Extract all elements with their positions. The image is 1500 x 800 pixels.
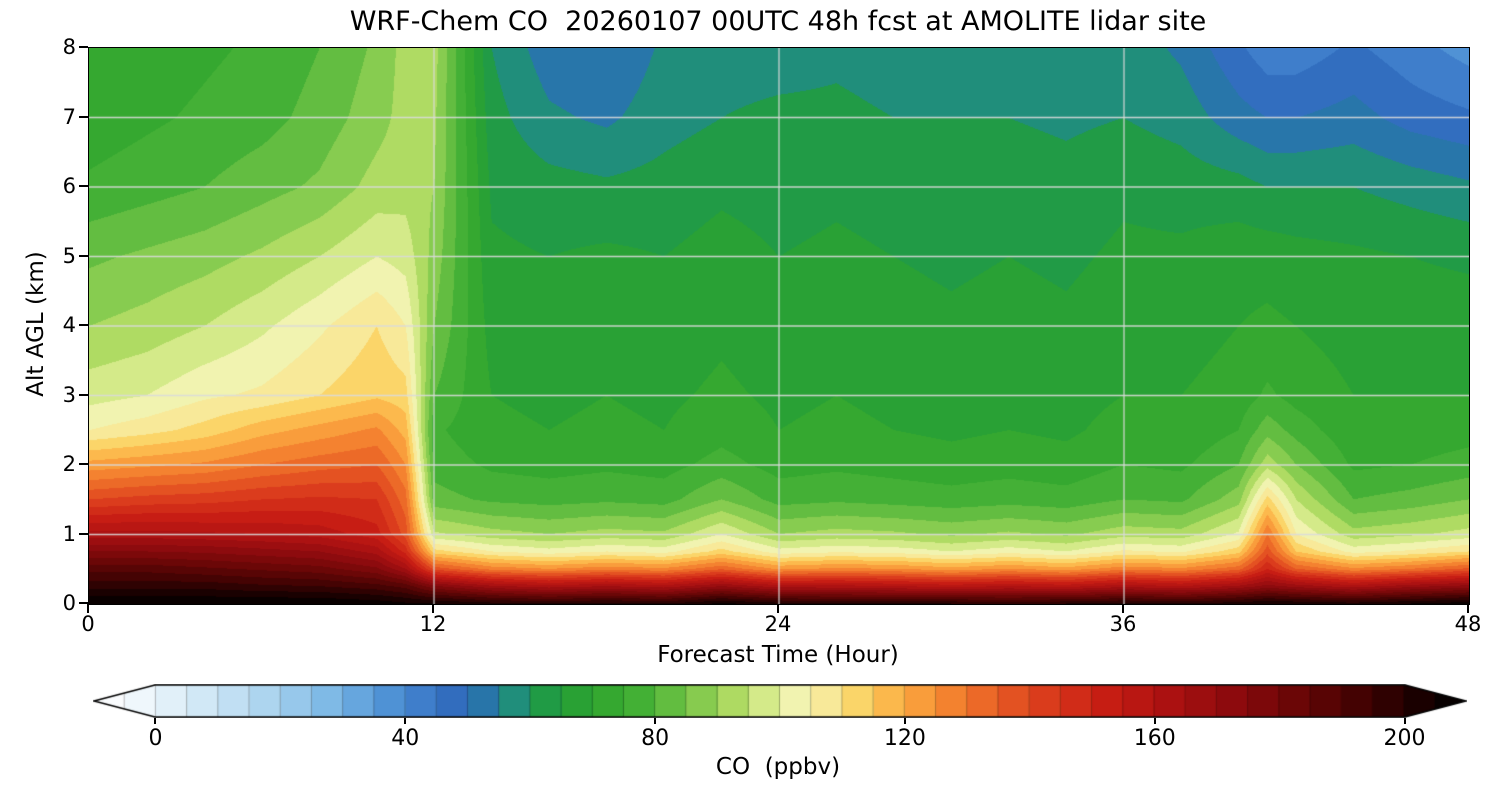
y-tick-mark [79, 602, 88, 604]
colorbar-tick-mark [1153, 718, 1156, 724]
y-tick-label: 6 [62, 174, 76, 198]
y-tick-mark [79, 185, 88, 187]
y-tick-label: 2 [62, 452, 76, 476]
colorbar-tick-label: 120 [883, 726, 926, 751]
x-tick-mark [777, 604, 779, 613]
colorbar-tick-mark [154, 718, 157, 724]
x-tick-label: 0 [81, 612, 95, 636]
y-tick-mark [79, 463, 88, 465]
colorbar-canvas [93, 684, 1467, 718]
x-tick-label: 48 [1454, 612, 1482, 636]
co-heatmap-canvas [88, 47, 1470, 605]
x-tick-label: 24 [764, 612, 792, 636]
y-axis-label: Alt AGL (km) [23, 251, 49, 397]
y-tick-mark [79, 46, 88, 48]
colorbar-tick-label: 200 [1383, 726, 1426, 751]
colorbar-label: CO (ppbv) [715, 754, 841, 780]
colorbar-tick-mark [654, 718, 657, 724]
y-tick-mark [79, 324, 88, 326]
y-tick-mark [79, 393, 88, 396]
y-tick-label: 1 [62, 521, 76, 546]
colorbar-tick-mark [1403, 718, 1406, 724]
y-tick-mark [79, 532, 88, 535]
x-tick-mark [87, 604, 89, 613]
y-tick-mark [79, 254, 88, 257]
x-tick-mark [432, 604, 434, 613]
x-tick-mark [1467, 604, 1469, 613]
x-axis-label: Forecast Time (Hour) [657, 642, 899, 668]
x-tick-label: 36 [1109, 612, 1137, 636]
y-tick-label: 7 [62, 104, 76, 129]
y-tick-mark [79, 115, 88, 118]
y-tick-label: 0 [62, 591, 76, 615]
colorbar-tick-label: 80 [641, 726, 670, 751]
y-tick-label: 8 [62, 35, 76, 59]
colorbar-tick-mark [404, 718, 407, 724]
colorbar-tick-label: 160 [1133, 726, 1176, 751]
colorbar-tick-label: 40 [391, 726, 420, 751]
x-tick-mark [1122, 604, 1124, 613]
colorbar-tick-label: 0 [148, 726, 163, 751]
colorbar-tick-mark [903, 718, 906, 724]
chart-title: WRF-Chem CO 20260107 00UTC 48h fcst at A… [349, 6, 1207, 37]
x-tick-label: 12 [419, 612, 447, 636]
